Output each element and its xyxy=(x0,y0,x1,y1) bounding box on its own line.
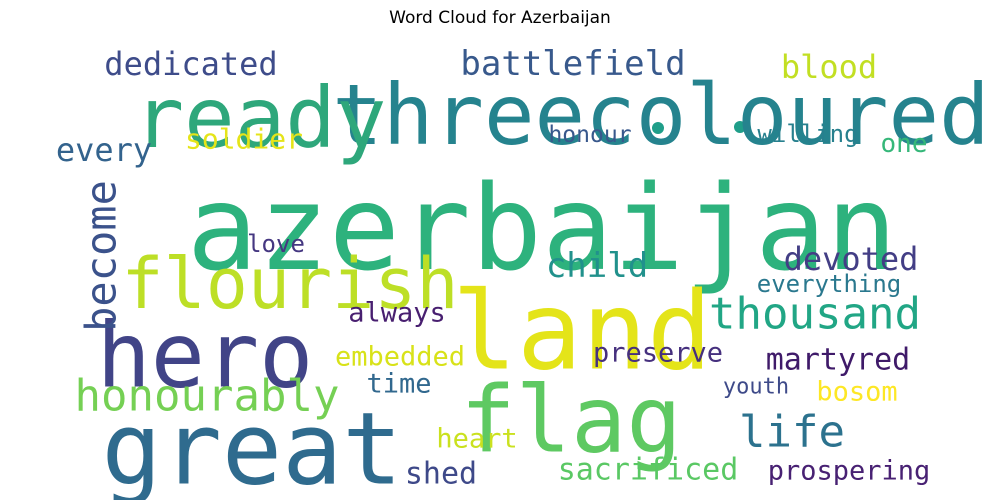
word-hero: hero xyxy=(97,304,314,409)
word-life: life xyxy=(739,407,845,458)
word-become: become xyxy=(77,180,126,332)
word-child: child xyxy=(546,246,648,286)
word-honourably: honourably xyxy=(75,371,340,422)
word-flourish: flourish xyxy=(121,243,458,325)
word-great: great xyxy=(101,391,402,500)
cloud-dot xyxy=(652,122,664,134)
word-one: one xyxy=(881,129,928,159)
word-embedded: embedded xyxy=(335,342,465,373)
word-dedicated: dedicated xyxy=(104,45,277,83)
word-heart: heart xyxy=(436,424,517,455)
chart-title: Word Cloud for Azerbaijan xyxy=(389,8,611,28)
word-always: always xyxy=(348,298,446,329)
word-prospering: prospering xyxy=(768,456,931,487)
word-honour: honour xyxy=(548,122,631,148)
word-ready: ready xyxy=(134,69,387,167)
word-devoted: devoted xyxy=(784,240,919,278)
word-love: love xyxy=(247,230,305,258)
word-everything: everything xyxy=(757,270,902,298)
word-time: time xyxy=(366,369,431,400)
word-bosom: bosom xyxy=(816,377,897,408)
word-soldier: soldier xyxy=(185,123,303,156)
word-thousand: thousand xyxy=(709,289,921,340)
word-sacrificed: sacrificed xyxy=(558,453,739,488)
word-every: every xyxy=(56,131,152,169)
word-martyred: martyred xyxy=(766,343,911,378)
word-azerbaijan: azerbaijan xyxy=(187,159,897,297)
word-flag: flag xyxy=(460,367,682,474)
word-threecoloured: threecoloured xyxy=(332,66,989,164)
word-willing: willing xyxy=(757,120,858,148)
word-land: land xyxy=(452,270,712,395)
word-shed: shed xyxy=(405,457,477,492)
word-battlefield: battlefield xyxy=(460,44,685,84)
word-youth: youth xyxy=(723,375,789,400)
cloud-dot xyxy=(734,121,746,133)
word-blood: blood xyxy=(781,48,877,86)
word-preserve: preserve xyxy=(593,338,723,369)
